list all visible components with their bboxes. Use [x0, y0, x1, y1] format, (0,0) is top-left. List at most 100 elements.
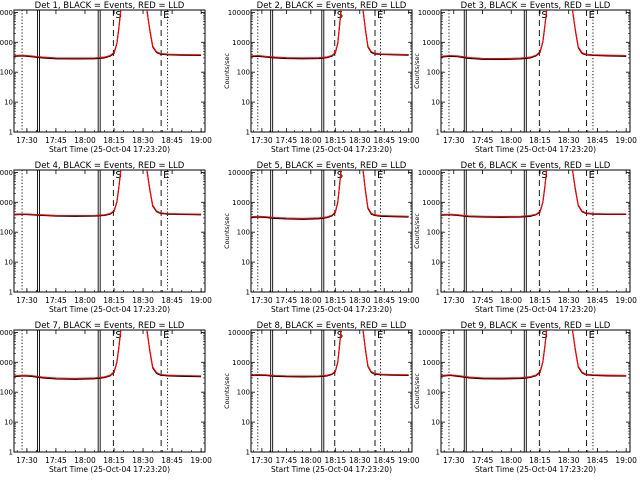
x-tick-label: 19:00	[398, 456, 420, 465]
y-tick-label: 100	[427, 69, 440, 77]
x-axis-label: Start Time (25-Oct-04 17:23:20)	[475, 305, 596, 314]
y-tick-label: 10	[241, 419, 250, 427]
x-tick-label: 18:30	[132, 456, 154, 465]
panel-det-1: Det 1, BLACK = Events, RED = LLD 1 10 100 10…	[0, 1, 212, 154]
series-lld	[14, 10, 122, 59]
x-tick-label: 17:30	[16, 296, 38, 305]
y-tick-label: 1	[246, 289, 250, 297]
series-lld	[362, 10, 409, 56]
panel-title: Det 9, BLACK = Events, RED = LLD	[461, 321, 611, 331]
y-tick-label: 1	[436, 129, 440, 137]
plot-frame	[250, 329, 413, 453]
series-events	[441, 170, 548, 218]
marker-label-s: S	[541, 330, 547, 341]
panel-title: Det 2, BLACK = Events, RED = LLD	[257, 1, 407, 11]
panel-det-6: Det 6, BLACK = Events, RED = LLD 1 10 100 10…	[413, 161, 637, 314]
y-axis-label: Counts/sec	[223, 213, 231, 249]
y-tick-label: 10000	[0, 329, 13, 337]
series-lld	[571, 10, 627, 57]
series-events	[14, 10, 122, 60]
y-tick-label: 1000	[0, 359, 13, 367]
x-tick-label: 18:00	[300, 456, 322, 465]
y-tick-label: 10	[431, 259, 440, 267]
marker-label-s: S	[541, 10, 547, 21]
series-events	[441, 10, 548, 61]
x-tick-label: 17:45	[45, 296, 67, 305]
x-tick-label: 17:45	[472, 456, 494, 465]
panel-title: Det 8, BLACK = Events, RED = LLD	[257, 321, 407, 331]
x-tick-label: 18:00	[500, 296, 522, 305]
x-tick-label: 17:30	[443, 136, 465, 145]
x-tick-label: 18:30	[558, 456, 580, 465]
marker-label-e: E	[377, 170, 383, 181]
y-tick-label: 10	[4, 259, 13, 267]
marker-label-s: S	[541, 170, 547, 181]
series-lld	[146, 330, 202, 377]
y-tick-label: 100	[237, 69, 250, 77]
x-tick-label: 17:45	[276, 456, 298, 465]
y-tick-label: 10000	[418, 169, 440, 177]
plot-frame	[13, 9, 206, 133]
x-tick-label: 18:45	[587, 296, 609, 305]
series-lld	[251, 330, 342, 377]
x-tick-label: 17:45	[276, 136, 298, 145]
y-tick-label: 10	[241, 259, 250, 267]
panel-title: Det 6, BLACK = Events, RED = LLD	[461, 161, 611, 171]
x-tick-label: 18:15	[103, 136, 125, 145]
series-lld	[571, 170, 627, 215]
y-tick-label: 1000	[232, 359, 250, 367]
panel-det-4: Det 4, BLACK = Events, RED = LLD 1 10 100 10…	[0, 161, 212, 314]
x-tick-label: 17:30	[16, 456, 38, 465]
panel-title: Det 4, BLACK = Events, RED = LLD	[35, 161, 185, 171]
y-tick-label: 10	[431, 419, 440, 427]
marker-label-s: S	[115, 330, 121, 341]
y-axis-label: Counts/sec	[223, 53, 231, 89]
x-tick-label: 18:30	[349, 136, 371, 145]
panel-det-9: Det 9, BLACK = Events, RED = LLD 1 10 100 10…	[413, 321, 637, 474]
y-tick-label: 10000	[228, 169, 250, 177]
series-lld	[146, 10, 202, 56]
y-tick-label: 1	[9, 129, 13, 137]
x-tick-label: 18:30	[558, 296, 580, 305]
x-tick-label: 17:45	[45, 136, 67, 145]
series-lld	[441, 170, 548, 218]
panel-title: Det 5, BLACK = Events, RED = LLD	[257, 161, 407, 171]
x-tick-label: 18:15	[103, 456, 125, 465]
y-tick-label: 100	[427, 229, 440, 237]
series-events	[251, 330, 342, 378]
y-axis-label: Counts/sec	[413, 213, 421, 249]
series-events	[441, 330, 548, 380]
y-axis-label: Counts/sec	[413, 373, 421, 409]
y-tick-label: 10000	[0, 9, 13, 17]
x-tick-label: 17:45	[472, 296, 494, 305]
x-axis-label: Start Time (25-Oct-04 17:23:20)	[49, 145, 170, 154]
y-tick-label: 10	[431, 99, 440, 107]
x-tick-label: 18:45	[373, 456, 395, 465]
series-lld	[571, 330, 627, 376]
panel-det-8: Det 8, BLACK = Events, RED = LLD 1 10 100 10…	[223, 321, 420, 474]
y-tick-label: 1	[9, 449, 13, 457]
series-events	[251, 170, 342, 220]
x-axis-label: Start Time (25-Oct-04 17:23:20)	[271, 465, 392, 474]
plot-frame	[13, 169, 206, 293]
x-tick-label: 17:30	[251, 456, 273, 465]
x-tick-label: 18:00	[74, 296, 96, 305]
marker-label-e: E	[589, 10, 595, 21]
x-tick-label: 17:45	[276, 296, 298, 305]
y-tick-label: 10000	[418, 9, 440, 17]
x-tick-label: 17:45	[45, 456, 67, 465]
x-tick-label: 17:30	[16, 136, 38, 145]
plot-frame	[250, 169, 413, 293]
series-lld	[251, 10, 342, 59]
panel-det-2: Det 2, BLACK = Events, RED = LLD 1 10 100 10…	[223, 1, 420, 154]
y-tick-label: 10	[241, 99, 250, 107]
y-tick-label: 10000	[0, 169, 13, 177]
plot-frame	[13, 329, 206, 453]
x-tick-label: 18:00	[74, 456, 96, 465]
y-tick-label: 10000	[418, 329, 440, 337]
y-tick-label: 100	[0, 69, 13, 77]
y-tick-label: 1000	[422, 199, 440, 207]
x-tick-label: 18:30	[132, 296, 154, 305]
series-events	[251, 10, 342, 60]
